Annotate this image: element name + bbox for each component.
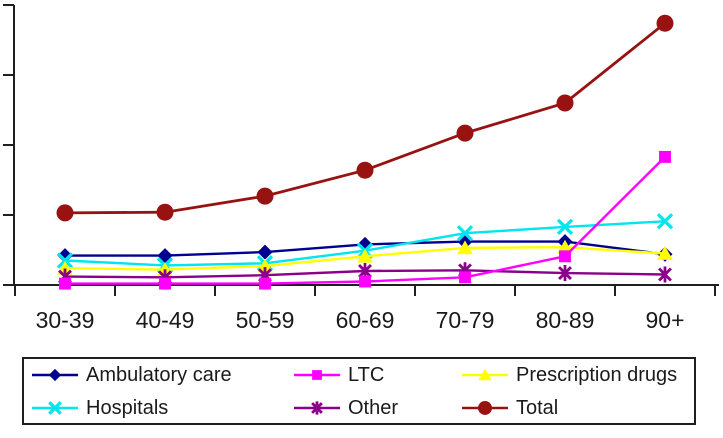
marker-circle [156,203,174,221]
series-line-total [64,22,666,215]
legend-item-prescription-drugs: Prescription drugs [461,360,694,389]
legend-marker-diamond-icon [32,368,78,381]
marker-triangle [357,248,373,263]
legend-label: Ambulatory care [86,363,232,386]
marker-square [59,277,71,290]
marker-circle [478,400,492,415]
marker-diamond [157,248,173,264]
legend-label: Other [348,396,399,419]
plot-area: 30-39 40-49 50-59 60-69 70-79 80-89 90+ [3,4,719,333]
marker-diamond [48,368,62,381]
legend-label: Hospitals [86,396,169,419]
legend-label: Total [516,396,559,419]
marker-asterisk [311,400,323,415]
marker-x-cross [556,218,574,236]
legend-marker-asterisk-icon [294,400,340,415]
legend-item-total: Total [461,393,694,422]
marker-triangle [657,246,673,260]
x-axis-label: 30-39 [36,307,95,333]
legend-item-ambulatory-care: Ambulatory care [31,360,293,389]
marker-square [559,250,571,263]
marker-circle [356,161,374,179]
marker-triangle [557,239,573,254]
marker-circle [456,124,474,142]
marker-circle [556,94,574,112]
marker-x-cross [48,400,62,415]
marker-asterisk [558,265,572,282]
marker-circle [656,14,674,32]
legend-label: LTC [348,363,385,386]
marker-triangle [257,258,273,273]
x-axis-label: 70-79 [436,307,495,333]
legend-marker-x-cross-icon [32,400,78,415]
chart-legend: Ambulatory care LTC Prescription drugs Hosp… [22,357,696,425]
marker-asterisk [658,266,672,283]
x-axis-label: 80-89 [536,307,595,333]
marker-diamond [57,248,73,264]
legend-item-hospitals: Hospitals [31,393,293,422]
marker-square [659,150,671,163]
legend-item-ltc: LTC [293,360,461,389]
marker-square [359,275,371,288]
series-ltc [59,150,671,290]
x-axis-label: 50-59 [236,307,295,333]
legend-marker-square-icon [294,369,340,380]
marker-circle [256,187,274,205]
legend-marker-triangle-icon [462,368,508,380]
marker-square [159,277,171,290]
marker-x-cross [56,252,74,269]
marker-triangle [457,240,473,255]
marker-circle [56,204,74,222]
legend-item-other: Other [293,393,461,422]
legend-marker-circle-icon [462,400,508,415]
marker-triangle [478,368,492,380]
marker-diamond [257,244,273,260]
marker-x-cross [656,213,674,230]
x-axis-label: 90+ [645,307,684,333]
marker-square [312,369,322,380]
series-total [56,14,674,222]
legend-label: Prescription drugs [516,363,678,386]
marker-square [259,277,271,290]
marker-x-cross [456,225,474,242]
marker-square [459,271,471,284]
x-axis-label: 40-49 [136,307,195,333]
x-axis-label: 60-69 [336,307,395,333]
